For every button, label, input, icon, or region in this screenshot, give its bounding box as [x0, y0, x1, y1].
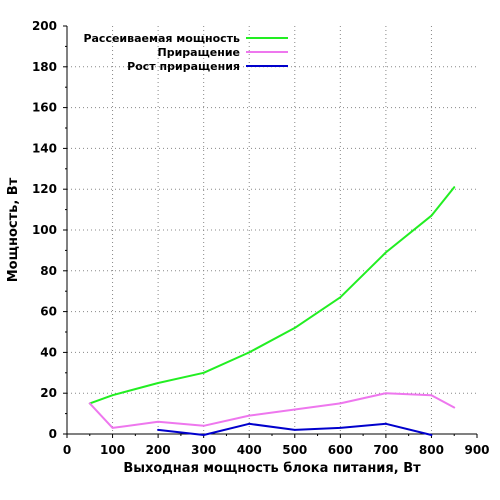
y-tick-label: 20	[40, 386, 57, 400]
x-tick-label: 400	[237, 443, 262, 457]
y-tick-label: 160	[32, 101, 57, 115]
x-tick-label: 0	[63, 443, 71, 457]
y-tick-label: 200	[32, 19, 57, 33]
y-tick-label: 60	[40, 305, 57, 319]
series-group	[88, 186, 456, 436]
y-tick-label: 40	[40, 345, 57, 359]
y-tick-label: 180	[32, 60, 57, 74]
x-tick-label: 500	[282, 443, 307, 457]
axes: 0 100 200 300 400 500 600 700 800 900 0 20 40 60 80 100…	[32, 19, 490, 457]
x-tick-label: 600	[328, 443, 353, 457]
x-tick-label: 300	[191, 443, 216, 457]
legend-label: Рассеиваемая мощность	[83, 32, 240, 45]
legend-label: Приращение	[158, 46, 240, 59]
y-tick-label: 0	[49, 427, 57, 441]
x-axis-title: Выходная мощность блока питания, Вт	[123, 461, 421, 476]
series-line-2	[88, 392, 456, 429]
series-line-3	[157, 422, 433, 436]
x-tick-label: 900	[464, 443, 489, 457]
legend-label: Рост приращения	[127, 60, 240, 73]
y-tick-label: 140	[32, 141, 57, 155]
y-tick-label: 120	[32, 182, 57, 196]
y-axis-title: Мощность, Вт	[6, 177, 21, 282]
y-tick-label: 100	[32, 223, 57, 237]
x-tick-label: 200	[146, 443, 171, 457]
x-tick-label: 700	[373, 443, 398, 457]
series-line-1	[88, 186, 456, 405]
x-tick-label: 100	[100, 443, 125, 457]
x-tick-label: 800	[419, 443, 444, 457]
y-tick-label: 80	[40, 264, 57, 278]
